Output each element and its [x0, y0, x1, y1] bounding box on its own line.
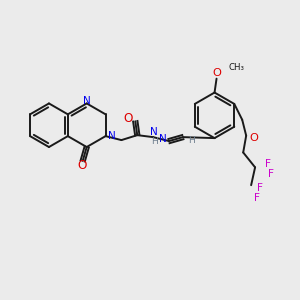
Text: H: H — [151, 136, 158, 146]
Text: F: F — [265, 159, 271, 170]
Text: H: H — [188, 136, 195, 145]
Text: N: N — [150, 127, 158, 137]
Text: F: F — [254, 193, 260, 203]
Text: O: O — [212, 68, 221, 78]
Text: O: O — [249, 133, 258, 142]
Text: N: N — [108, 131, 115, 141]
Text: CH₃: CH₃ — [228, 63, 244, 72]
Text: O: O — [124, 112, 133, 125]
Text: N: N — [83, 97, 91, 106]
Text: F: F — [257, 183, 263, 193]
Text: N: N — [159, 134, 167, 144]
Text: O: O — [77, 159, 86, 172]
Text: F: F — [268, 169, 274, 179]
